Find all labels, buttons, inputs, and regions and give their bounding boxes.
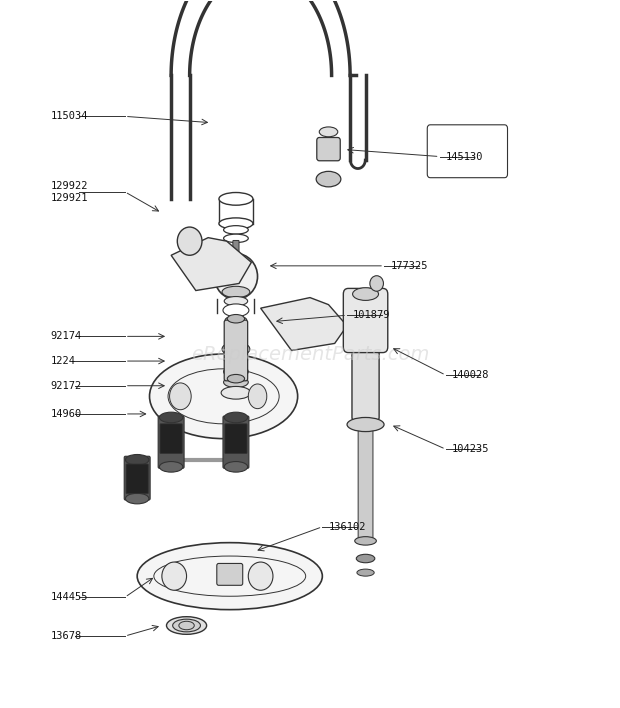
Ellipse shape bbox=[168, 369, 279, 424]
FancyBboxPatch shape bbox=[217, 564, 242, 586]
FancyBboxPatch shape bbox=[158, 416, 184, 468]
Ellipse shape bbox=[223, 304, 249, 316]
Ellipse shape bbox=[319, 127, 338, 137]
Ellipse shape bbox=[149, 354, 298, 439]
Ellipse shape bbox=[167, 617, 206, 634]
Ellipse shape bbox=[162, 562, 187, 590]
Ellipse shape bbox=[224, 355, 247, 365]
Text: 92174: 92174 bbox=[51, 331, 82, 341]
Ellipse shape bbox=[370, 275, 383, 291]
Ellipse shape bbox=[357, 569, 374, 576]
FancyBboxPatch shape bbox=[124, 456, 150, 500]
Text: 145130: 145130 bbox=[446, 152, 483, 161]
FancyBboxPatch shape bbox=[352, 344, 379, 421]
Text: 129922
129921: 129922 129921 bbox=[51, 181, 88, 202]
Ellipse shape bbox=[154, 556, 306, 596]
Ellipse shape bbox=[228, 375, 244, 383]
Ellipse shape bbox=[224, 377, 248, 387]
Text: 177325: 177325 bbox=[390, 261, 428, 271]
Ellipse shape bbox=[224, 297, 247, 306]
Ellipse shape bbox=[170, 383, 191, 410]
Ellipse shape bbox=[228, 326, 244, 333]
FancyBboxPatch shape bbox=[160, 424, 182, 453]
Ellipse shape bbox=[222, 286, 250, 297]
Ellipse shape bbox=[224, 412, 247, 423]
FancyBboxPatch shape bbox=[343, 288, 388, 353]
Ellipse shape bbox=[248, 384, 267, 409]
FancyBboxPatch shape bbox=[225, 424, 247, 453]
FancyBboxPatch shape bbox=[233, 241, 239, 260]
Ellipse shape bbox=[248, 562, 273, 590]
Text: 115034: 115034 bbox=[51, 111, 88, 121]
FancyBboxPatch shape bbox=[126, 464, 148, 493]
Ellipse shape bbox=[125, 493, 149, 504]
FancyBboxPatch shape bbox=[224, 320, 247, 381]
Ellipse shape bbox=[225, 316, 247, 324]
FancyBboxPatch shape bbox=[223, 416, 249, 468]
Text: 92172: 92172 bbox=[51, 381, 82, 391]
Ellipse shape bbox=[316, 171, 341, 187]
Ellipse shape bbox=[224, 226, 248, 234]
Ellipse shape bbox=[228, 314, 244, 323]
Ellipse shape bbox=[224, 366, 248, 377]
Ellipse shape bbox=[356, 554, 375, 563]
Ellipse shape bbox=[125, 455, 149, 465]
Text: 14960: 14960 bbox=[51, 409, 82, 419]
Ellipse shape bbox=[219, 193, 253, 205]
Text: 101879: 101879 bbox=[353, 310, 391, 320]
Ellipse shape bbox=[224, 462, 247, 472]
Ellipse shape bbox=[226, 334, 246, 343]
Ellipse shape bbox=[224, 234, 248, 243]
Ellipse shape bbox=[179, 622, 194, 629]
Ellipse shape bbox=[221, 387, 250, 399]
Ellipse shape bbox=[137, 542, 322, 610]
Ellipse shape bbox=[219, 218, 253, 229]
Polygon shape bbox=[260, 297, 347, 350]
Text: 136102: 136102 bbox=[329, 522, 366, 532]
Text: 13678: 13678 bbox=[51, 631, 82, 641]
Text: 140028: 140028 bbox=[452, 370, 489, 380]
FancyBboxPatch shape bbox=[358, 430, 373, 539]
Text: 144455: 144455 bbox=[51, 593, 88, 603]
Ellipse shape bbox=[215, 253, 257, 299]
Ellipse shape bbox=[177, 227, 202, 256]
Polygon shape bbox=[171, 238, 251, 290]
Text: 104235: 104235 bbox=[452, 444, 489, 455]
Ellipse shape bbox=[355, 537, 376, 545]
Ellipse shape bbox=[222, 342, 250, 356]
FancyBboxPatch shape bbox=[317, 137, 340, 161]
Text: 1224: 1224 bbox=[51, 356, 76, 366]
Ellipse shape bbox=[159, 462, 183, 472]
Ellipse shape bbox=[347, 418, 384, 432]
Ellipse shape bbox=[353, 287, 379, 300]
Text: eReplacementParts.com: eReplacementParts.com bbox=[191, 345, 429, 363]
Ellipse shape bbox=[172, 620, 200, 632]
Ellipse shape bbox=[159, 412, 183, 423]
